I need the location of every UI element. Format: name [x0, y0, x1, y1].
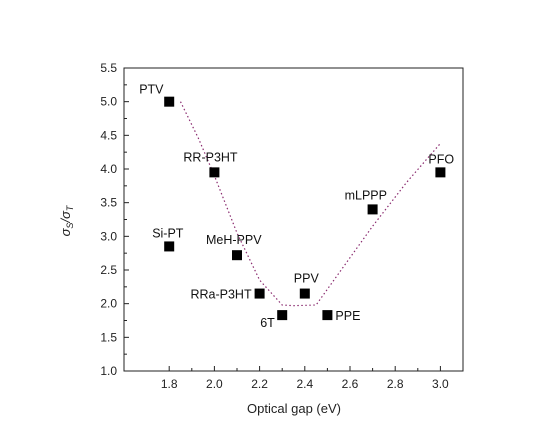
data-point-marker [435, 167, 446, 178]
y-tick-label: 2.0 [100, 297, 117, 311]
data-point-marker [277, 310, 288, 321]
data-point-label: mLPPP [345, 188, 387, 202]
x-axis-title: Optical gap (eV) [247, 401, 341, 416]
y-tick-label: 1.5 [100, 330, 117, 344]
y-axis-ticks: 1.0 1.5 2.0 2.5 3.0 3.5 4.0 4.5 5.0 5.5 [100, 61, 129, 378]
data-point-label: PTV [139, 83, 164, 97]
y-tick-label: 5.0 [100, 95, 117, 109]
x-tick-label: 1.8 [161, 377, 178, 391]
x-tick-label: 2.8 [387, 377, 404, 391]
data-point-label: RRa-P3HT [190, 288, 251, 302]
data-point-marker [254, 288, 265, 299]
data-points: PTV RR-P3HT Si-PT MeH-PPV RRa-P3HT 6T PPV PPE mL… [139, 83, 454, 330]
x-tick-label: 2.4 [296, 377, 313, 391]
y-tick-label: 4.0 [100, 162, 117, 176]
x-tick-label: 3.0 [432, 377, 449, 391]
data-point-marker [209, 167, 220, 178]
data-point-marker [232, 250, 242, 261]
x-tick-label: 2.6 [342, 377, 359, 391]
x-tick-label: 2.2 [251, 377, 268, 391]
y-tick-label: 1.0 [100, 364, 117, 378]
data-point-marker [322, 310, 333, 321]
data-point-label: PFO [428, 152, 454, 166]
y-axis-title: σS/σT [58, 204, 75, 236]
y-tick-label: 5.5 [100, 61, 117, 75]
data-point-marker [164, 96, 175, 107]
data-point-label: RR-P3HT [183, 150, 238, 164]
data-point-label: PPE [335, 309, 360, 323]
y-tick-label: 4.5 [100, 128, 117, 142]
y-tick-label: 3.5 [100, 196, 117, 210]
x-tick-label: 2.0 [206, 377, 223, 391]
data-point-marker [299, 288, 310, 299]
x-axis-ticks: 1.8 2.0 2.2 2.4 2.6 2.8 3.0 [161, 366, 449, 391]
data-point-label: Si-PT [152, 226, 184, 240]
y-tick-label: 2.5 [100, 263, 117, 277]
plot-frame [123, 67, 464, 372]
data-point-label: 6T [260, 316, 275, 330]
data-point-marker [164, 241, 175, 252]
data-point-marker [367, 204, 378, 215]
data-point-label: MeH-PPV [206, 233, 262, 247]
data-point-label: PPV [294, 272, 320, 286]
y-tick-label: 3.0 [100, 229, 117, 243]
fit-curve [179, 101, 441, 307]
